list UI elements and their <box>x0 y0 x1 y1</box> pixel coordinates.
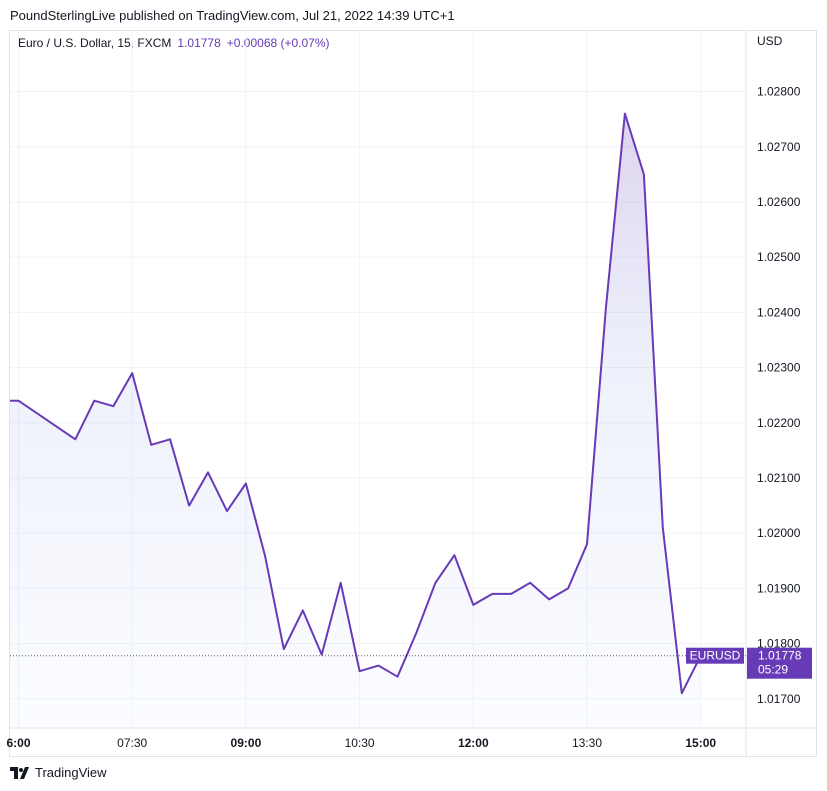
price-tick-label: 1.01800 <box>757 637 801 651</box>
last-price-badge <box>747 647 812 679</box>
price-series <box>10 112 702 728</box>
time-tick-label: 15:00 <box>685 736 716 750</box>
time-tick-label: 07:30 <box>117 736 147 750</box>
tradingview-logo-icon <box>10 766 29 779</box>
series-label: EURUSD <box>690 649 741 663</box>
price-tick-label: 1.02000 <box>757 526 801 540</box>
price-axis[interactable]: 1.01700 1.01800 1.01900 1.02000 1.02100 1.022… <box>757 85 801 706</box>
price-area-fill <box>10 113 701 728</box>
time-tick-label: 12:00 <box>458 736 489 750</box>
legend-change: +0.00068 (+0.07%) <box>226 36 330 50</box>
price-tick-label: 1.01900 <box>757 581 801 595</box>
currency-label: USD <box>757 34 783 48</box>
time-axis[interactable]: 6:00 07:30 09:00 10:30 12:00 13:30 15:00 <box>6 736 716 750</box>
price-tick-label: 1.02200 <box>757 416 801 430</box>
time-tick-label: 09:00 <box>231 736 262 750</box>
price-tick-label: 1.02400 <box>757 305 801 319</box>
legend-last-price: 1.01778 <box>177 36 221 50</box>
footer: TradingView <box>10 765 107 780</box>
time-tick-label: 10:30 <box>345 736 375 750</box>
price-tick-label: 1.02500 <box>757 250 801 264</box>
price-tick-label: 1.01700 <box>757 692 801 706</box>
chart-frame <box>9 30 817 757</box>
chart-legend: Euro / U.S. Dollar, 15, FXCM 1.01778 +0.00… <box>18 36 330 50</box>
publisher-caption: PoundSterlingLive published on TradingVi… <box>10 8 455 23</box>
price-tick-label: 1.02300 <box>757 361 801 375</box>
time-tick-label: 13:30 <box>572 736 602 750</box>
price-tick-label: 1.02700 <box>757 140 801 154</box>
time-tick-label: 6:00 <box>6 736 30 750</box>
price-line <box>10 112 702 695</box>
footer-brand: TradingView <box>35 765 107 780</box>
price-tick-label: 1.02800 <box>757 85 801 99</box>
legend-symbol: Euro / U.S. Dollar, 15, FXCM <box>18 36 172 50</box>
series-label-box <box>686 647 744 664</box>
price-tick-label: 1.02100 <box>757 471 801 485</box>
last-price-value: 1.01778 <box>758 649 802 663</box>
bar-countdown: 05:29 <box>758 663 788 677</box>
price-tick-label: 1.02600 <box>757 195 801 209</box>
